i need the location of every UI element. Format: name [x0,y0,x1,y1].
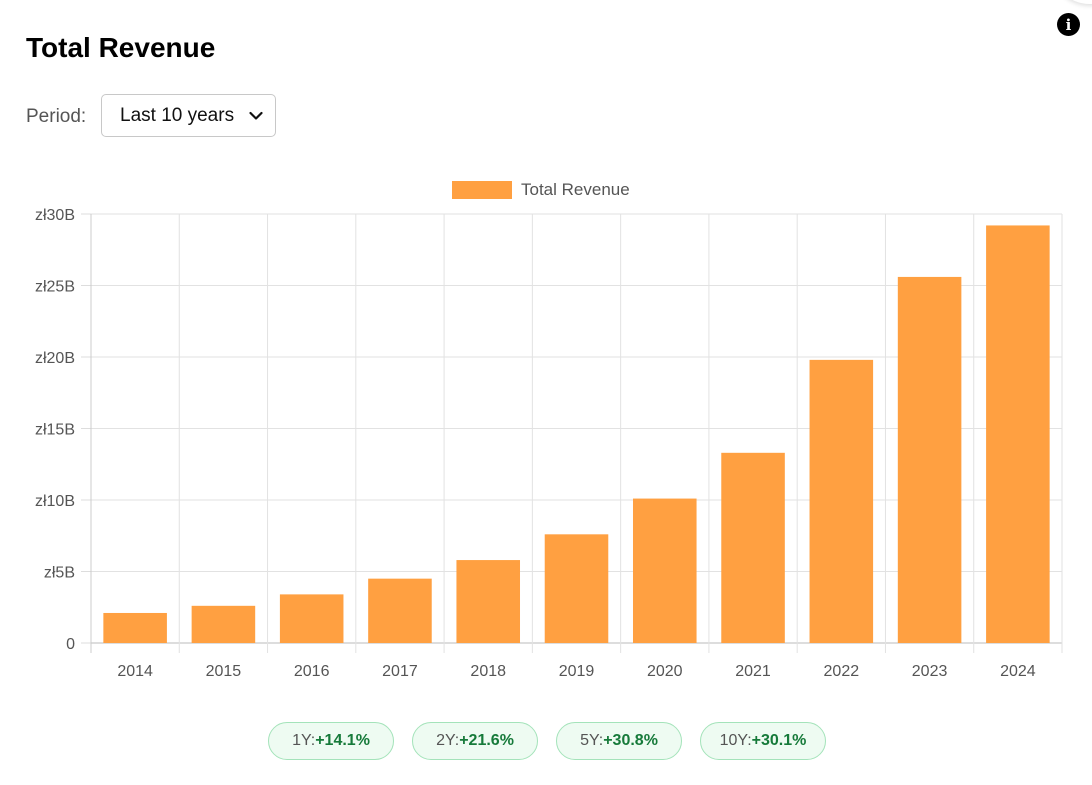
period-select-value: Last 10 years [120,104,235,126]
info-icon[interactable]: i [1057,13,1080,36]
legend-label: Total Revenue [521,180,630,199]
growth-pill: 5Y: +30.8% [556,722,682,760]
period-label: Period: [26,106,87,127]
y-tick-label: zł5B [44,565,75,582]
growth-value: +30.8% [603,732,658,749]
growth-pill: 10Y: +30.1% [700,722,826,760]
chevron-down-icon [249,111,263,121]
bar [632,498,697,643]
x-tick-label: 2015 [206,663,242,680]
growth-value: +14.1% [315,732,370,749]
bar [544,534,609,643]
x-tick-label: 2017 [382,663,418,680]
growth-pill: 1Y: +14.1% [268,722,394,760]
period-select[interactable]: Last 10 years [101,94,276,137]
x-tick-label: 2024 [1000,663,1036,680]
x-tick-label: 2016 [294,663,330,680]
y-tick-label: zł30B [35,207,75,224]
page-title: Total Revenue [26,32,216,63]
x-tick-label: 2021 [735,663,771,680]
y-tick-label: zł25B [35,279,75,296]
growth-period-label: 1Y: [292,732,316,749]
growth-period-label: 5Y: [580,732,604,749]
x-tick-label: 2018 [470,663,506,680]
bar [721,452,785,643]
y-tick-label: zł15B [35,422,75,439]
x-tick-label: 2022 [824,663,860,680]
bar [897,276,962,643]
legend-swatch [452,181,512,199]
bar [279,594,344,643]
growth-rates: 1Y: +14.1% 2Y: +21.6% 5Y: +30.8% 10Y: +30.1% [0,722,1092,760]
growth-value: +21.6% [459,732,514,749]
y-tick-label: zł10B [35,493,75,510]
x-tick-label: 2020 [647,663,683,680]
growth-period-label: 10Y: [719,732,752,749]
bar [809,359,874,643]
x-tick-label: 2014 [117,663,153,680]
growth-pill: 2Y: +21.6% [412,722,538,760]
bar [456,560,521,643]
growth-value: +30.1% [751,732,807,749]
growth-period-label: 2Y: [436,732,460,749]
y-tick-label: zł20B [35,350,75,367]
y-tick-label: 0 [66,636,75,653]
x-tick-label: 2023 [912,663,948,680]
x-tick-label: 2019 [559,663,595,680]
bar [986,225,1050,643]
revenue-bar-chart: 0 zł5B zł10B zł15B zł20B zł25B zł30B 2014 2015 20… [35,180,1063,680]
bar [191,605,256,643]
bar [368,578,432,643]
bar [103,612,167,643]
